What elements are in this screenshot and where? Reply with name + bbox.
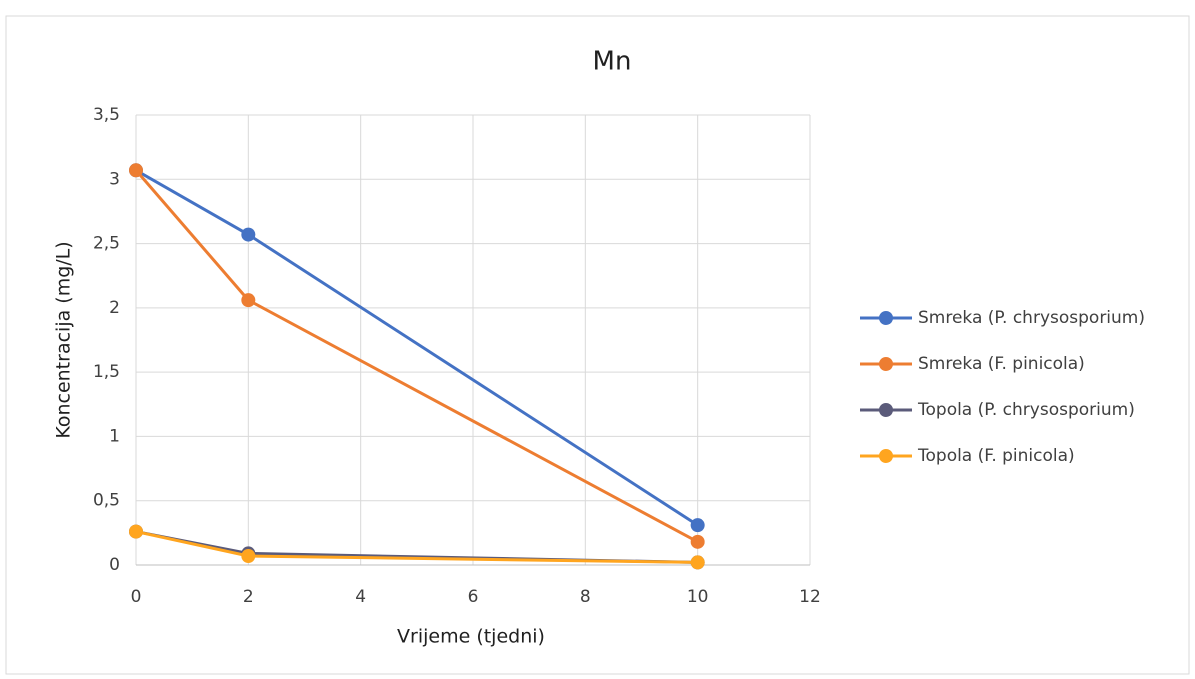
data-point (241, 293, 256, 308)
x-tick-label: 8 (580, 587, 591, 607)
y-axis-title: Koncentracija (mg/L) (53, 241, 75, 438)
legend-marker (879, 403, 893, 417)
y-tick-label: 0 (109, 555, 120, 575)
legend-label: Topola (P. chrysosporium) (917, 400, 1135, 420)
x-axis-title: Vrijeme (tjedni) (397, 626, 545, 648)
legend-marker (879, 357, 893, 371)
x-tick-label: 2 (243, 587, 254, 607)
data-point (690, 555, 705, 570)
legend-marker (879, 449, 893, 463)
data-point (241, 549, 256, 563)
y-tick-label: 3,5 (93, 105, 120, 125)
legend-marker (879, 311, 893, 325)
data-point (241, 227, 256, 242)
chart-title: Mn (593, 47, 632, 77)
data-point (690, 518, 705, 533)
x-tick-label: 10 (687, 587, 709, 607)
x-tick-label: 0 (131, 587, 142, 607)
x-tick-label: 12 (799, 587, 821, 607)
y-tick-label: 3 (109, 169, 120, 189)
data-point (129, 163, 143, 178)
chart-frame (5, 15, 1190, 675)
y-tick-label: 1,5 (93, 362, 120, 382)
y-tick-label: 0,5 (93, 491, 120, 511)
legend-label: Topola (F. pinicola) (917, 446, 1075, 466)
y-tick-label: 2,5 (93, 234, 120, 254)
x-tick-label: 6 (468, 587, 479, 607)
legend-label: Smreka (P. chrysosporium) (918, 308, 1145, 328)
legend-label: Smreka (F. pinicola) (918, 354, 1085, 374)
y-tick-label: 1 (109, 426, 120, 446)
data-point (690, 534, 705, 549)
x-tick-label: 4 (355, 587, 366, 607)
data-point (129, 524, 143, 539)
y-tick-label: 2 (109, 298, 120, 318)
